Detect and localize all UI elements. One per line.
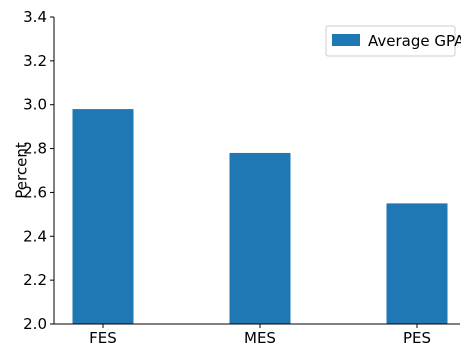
y-tick-label: 3.0 (23, 96, 47, 114)
y-tick-label: 2.8 (23, 140, 47, 158)
x-tick-label-fes: FES (89, 329, 117, 346)
bar-fes (72, 109, 134, 324)
legend-swatch (332, 34, 360, 46)
y-tick-label: 2.4 (23, 227, 47, 245)
y-axis-label: Percent (13, 142, 31, 199)
y-tick-label: 2.2 (23, 271, 47, 289)
y-tick-label: 3.4 (23, 8, 47, 26)
bar-pes (386, 203, 448, 324)
x-tick-label-pes: PES (403, 329, 431, 346)
legend-label: Average GPA (368, 32, 461, 50)
legend: Average GPA (325, 25, 461, 57)
x-axis-ticks: FES MES PES (89, 324, 431, 346)
plot-area: 2.0 2.2 2.4 2.6 2.8 3.0 3.2 3.4 FES MES PES (23, 8, 460, 346)
legend-box (325, 25, 456, 57)
y-tick-label: 2.0 (23, 315, 47, 333)
y-tick-label: 3.2 (23, 52, 47, 70)
x-tick-label-mes: MES (244, 329, 276, 346)
y-tick-label: 2.6 (23, 183, 47, 201)
y-axis-ticks: 2.0 2.2 2.4 2.6 2.8 3.0 3.2 3.4 (23, 8, 54, 333)
bars (72, 109, 448, 324)
bar-mes (229, 152, 291, 324)
